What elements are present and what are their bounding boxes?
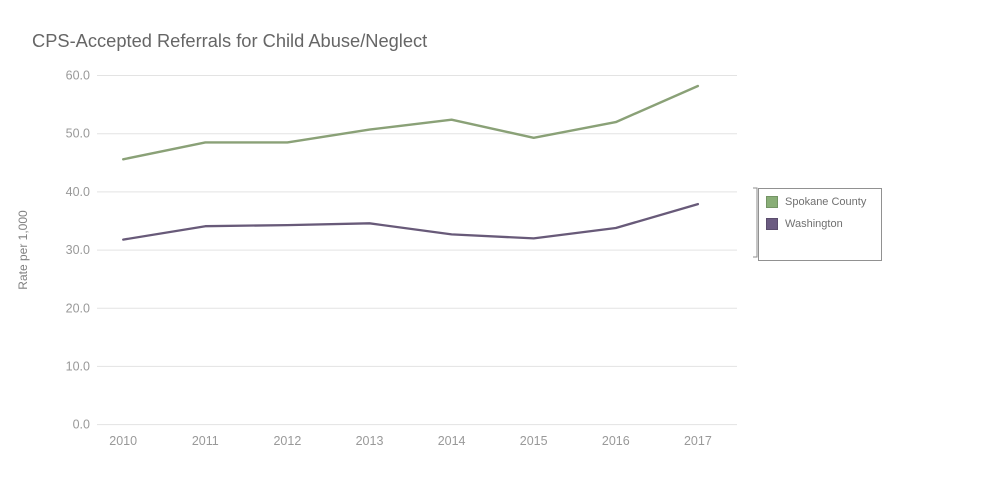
svg-text:60.0: 60.0 <box>66 69 90 83</box>
svg-text:2017: 2017 <box>684 434 712 448</box>
svg-text:10.0: 10.0 <box>66 359 90 373</box>
svg-text:30.0: 30.0 <box>66 243 90 257</box>
svg-text:50.0: 50.0 <box>66 127 90 141</box>
svg-text:40.0: 40.0 <box>66 185 90 199</box>
svg-text:2011: 2011 <box>192 434 219 448</box>
svg-text:2012: 2012 <box>273 434 301 448</box>
svg-text:2016: 2016 <box>602 434 630 448</box>
svg-text:2013: 2013 <box>356 434 384 448</box>
svg-text:0.0: 0.0 <box>73 418 90 432</box>
svg-text:20.0: 20.0 <box>66 301 90 315</box>
svg-text:2015: 2015 <box>520 434 548 448</box>
svg-text:2014: 2014 <box>438 434 466 448</box>
svg-text:2010: 2010 <box>109 434 137 448</box>
